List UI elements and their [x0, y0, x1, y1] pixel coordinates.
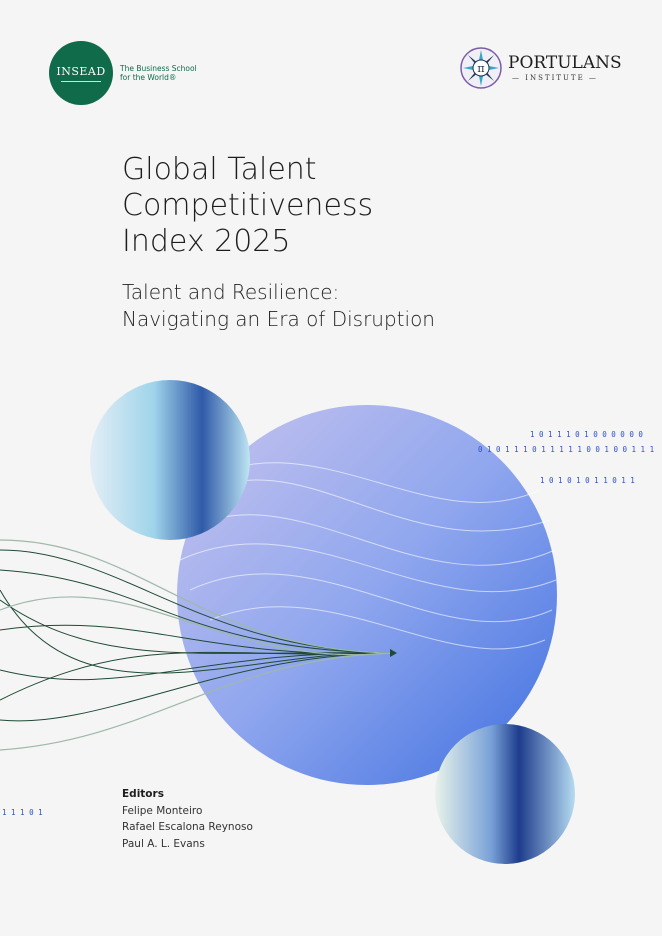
binary-decor: 1 0 1 0 1 0 1 1 0 1 1: [540, 476, 635, 485]
editor-name: Paul A. L. Evans: [122, 837, 205, 850]
large-circle-image: [177, 405, 557, 785]
editors-heading: Editors: [122, 788, 164, 800]
title-line: Index 2025: [122, 224, 291, 259]
insead-logo: INSEAD: [49, 41, 113, 105]
binary-decor: 1 1 1 0 1: [2, 808, 43, 817]
portulans-name: PORTULANS: [508, 53, 622, 73]
insead-logo-text: INSEAD: [56, 64, 106, 78]
tagline-line: The Business School: [120, 64, 197, 73]
binary-decor: 0 1 0 1 1 1 0 1 1 1 1 1 0 0 1 0 0 1 1 1: [478, 445, 655, 454]
small-circle-image-bottom: [435, 724, 575, 864]
insead-logo-rule: [61, 80, 101, 82]
editor-name: Felipe Monteiro: [122, 804, 203, 817]
subtitle-line: Talent and Resilience:: [122, 280, 340, 304]
insead-tagline: The Business School for the World®: [120, 64, 197, 82]
editors-block: Editors Felipe Monteiro Rafael Escalona …: [122, 786, 253, 852]
editor-name: Rafael Escalona Reynoso: [122, 821, 253, 833]
report-title: Global Talent Competitiveness Index 2025: [122, 152, 522, 260]
arrow-head: [390, 649, 397, 657]
tagline-line: for the World®: [120, 73, 177, 82]
subtitle-line: Navigating an Era of Disruption: [122, 307, 435, 331]
portulans-sub-text: INSTITUTE: [525, 74, 585, 82]
report-subtitle: Talent and Resilience: Navigating an Era…: [122, 279, 435, 333]
small-circle-image-top: [90, 380, 250, 540]
binary-decor: 1 0 1 1 1 0 1 0 0 0 0 0 0: [530, 430, 643, 439]
cover-artwork: [0, 380, 575, 864]
portulans-compass-icon: π: [460, 47, 502, 89]
portulans-sub: — INSTITUTE —: [512, 74, 598, 82]
title-line: Competitiveness: [122, 188, 374, 223]
title-line: Global Talent: [122, 152, 317, 187]
pi-symbol: π: [477, 62, 484, 75]
